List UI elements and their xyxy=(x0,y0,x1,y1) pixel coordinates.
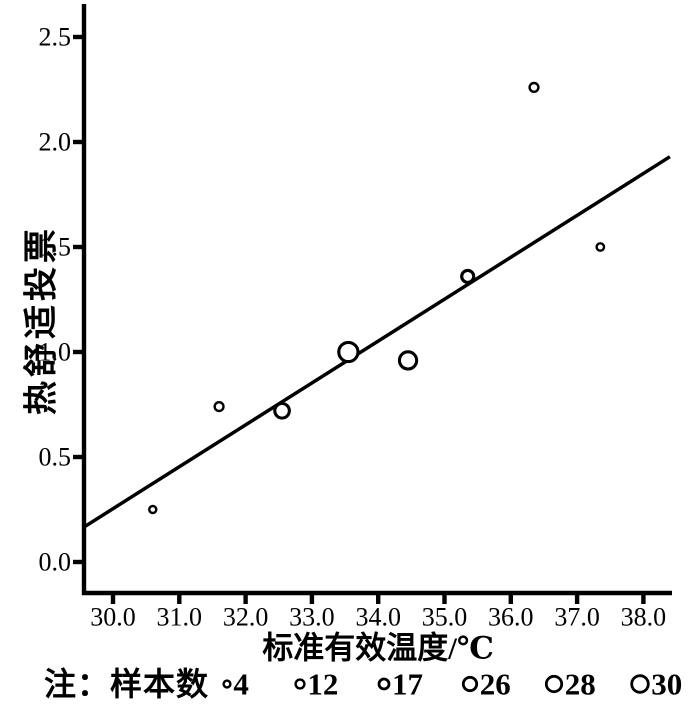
legend-size-circle xyxy=(630,674,650,694)
axis-frame xyxy=(81,4,672,596)
legend-count-label: 30 xyxy=(651,667,682,702)
data-point xyxy=(213,401,225,413)
y-tick-label: 1.0 xyxy=(39,338,72,367)
y-tick-label: 2.0 xyxy=(39,128,72,157)
legend-size-circle xyxy=(222,679,232,689)
x-tick-label: 38.0 xyxy=(621,603,667,632)
x-tick-label: 30.0 xyxy=(90,603,136,632)
trend-line xyxy=(84,155,671,528)
y-axis-title: 热舒适投票 xyxy=(23,225,61,415)
legend-count-label: 28 xyxy=(565,667,596,702)
x-tick-label: 33.0 xyxy=(289,603,335,632)
legend-size-circle xyxy=(461,675,479,693)
legend-count-label: 12 xyxy=(307,667,338,702)
legend-count-label: 26 xyxy=(480,667,511,702)
data-point xyxy=(397,350,419,371)
data-point xyxy=(595,242,606,252)
x-axis-title: 标准有效温度/℃ xyxy=(262,631,494,666)
x-tick-label: 31.0 xyxy=(157,603,203,632)
data-point xyxy=(273,401,291,420)
legend-count-label: 17 xyxy=(392,667,423,702)
x-tick-label: 37.0 xyxy=(554,603,600,632)
legend-count-label: 4 xyxy=(233,667,249,702)
legend-size-circle xyxy=(377,677,391,691)
x-tick-label: 35.0 xyxy=(422,603,468,632)
data-point xyxy=(148,504,158,515)
x-tick-label: 32.0 xyxy=(223,603,269,632)
data-point xyxy=(460,268,476,284)
data-point xyxy=(337,340,360,364)
legend-size-circle xyxy=(294,678,306,690)
y-tick-label: 0.0 xyxy=(39,548,72,577)
y-tick-label: 2.5 xyxy=(39,23,72,52)
x-tick-label: 36.0 xyxy=(488,603,534,632)
legend-size-circle xyxy=(544,674,564,694)
y-tick-label: 0.5 xyxy=(39,443,72,472)
legend-note: 注：样本数 xyxy=(44,666,209,702)
data-point xyxy=(528,81,540,94)
y-tick-label: 1.5 xyxy=(39,233,72,262)
x-tick-label: 34.0 xyxy=(355,603,401,632)
